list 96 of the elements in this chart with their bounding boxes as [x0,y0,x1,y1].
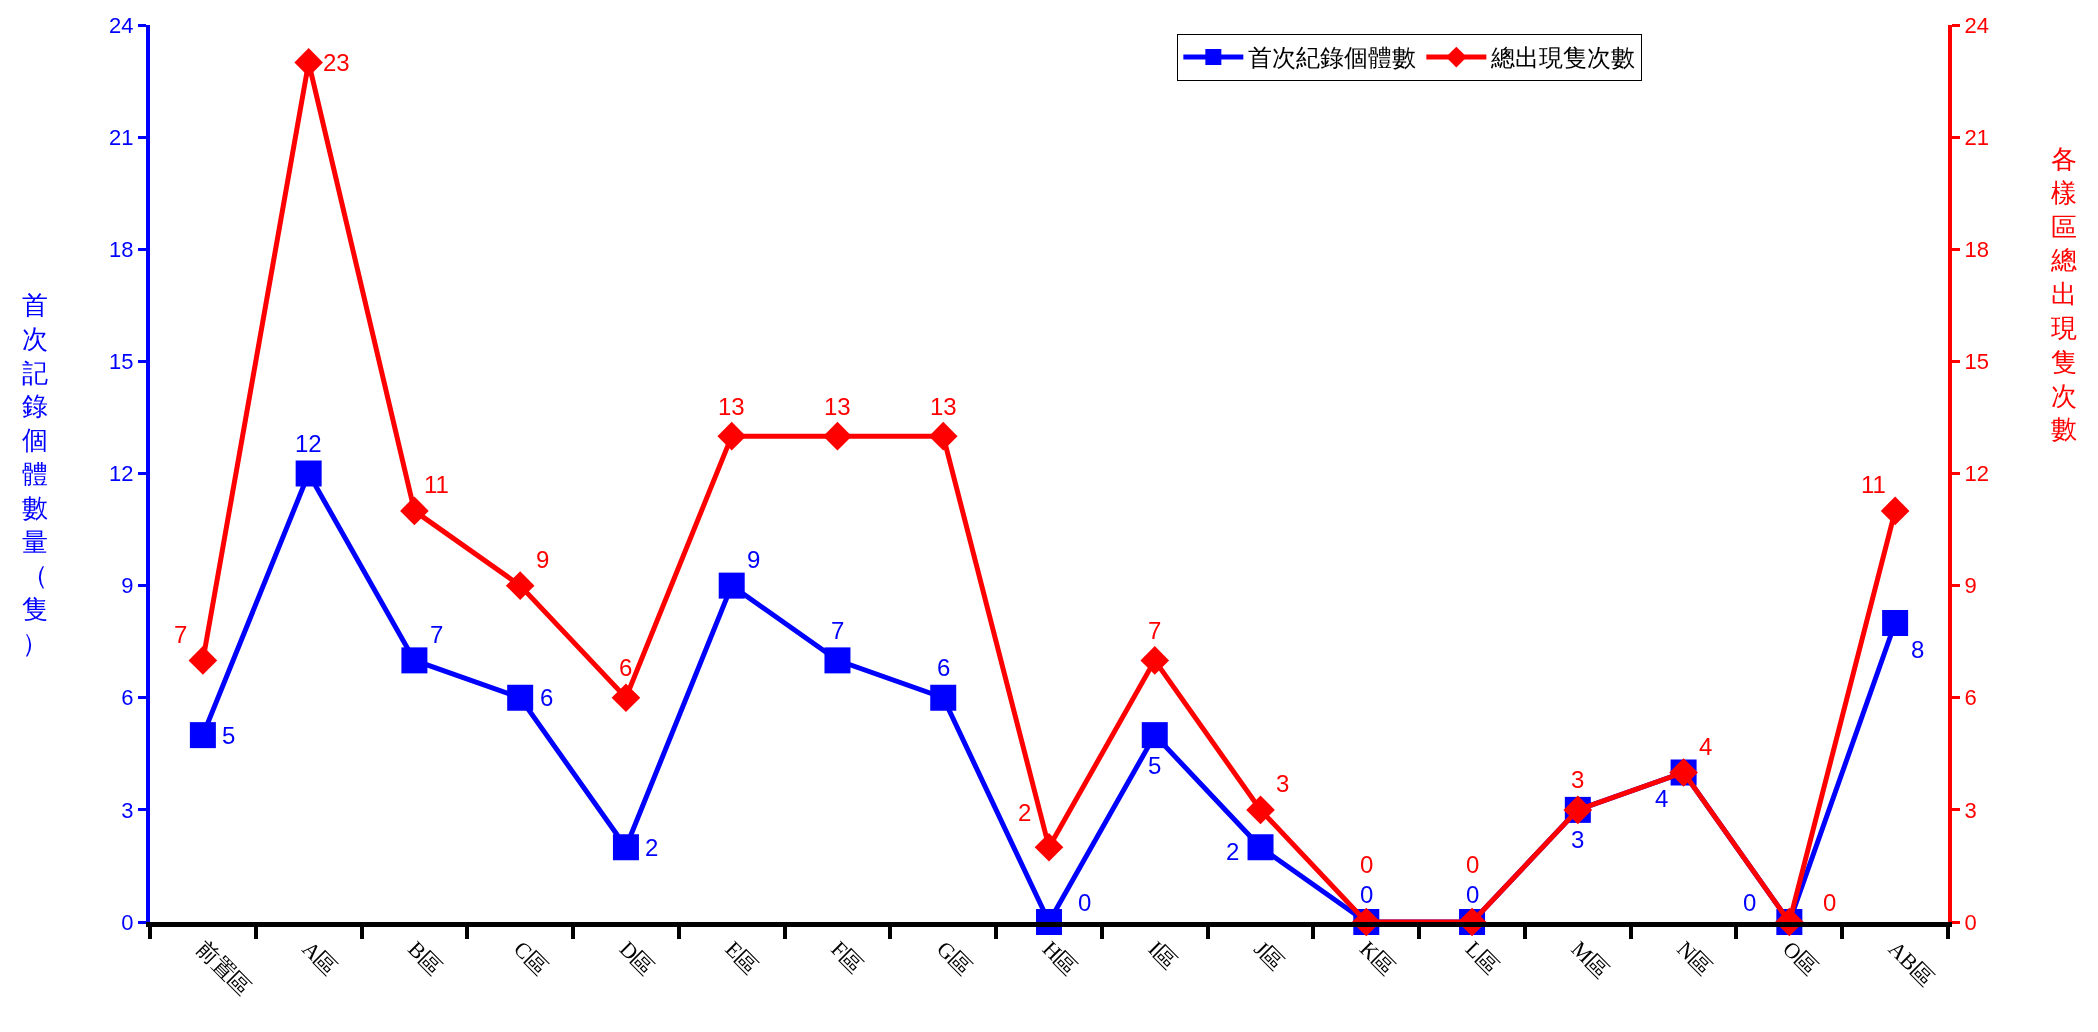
y-tick-label: 3 [121,797,134,823]
point [611,683,641,713]
x-tick-label: I區 [1143,936,1182,975]
x-tick-label: N區 [1672,936,1717,981]
x-tick-label: A區 [297,936,342,981]
y-tick-label: 12 [109,461,134,487]
point [294,48,323,77]
data-label: 13 [824,393,851,420]
data-label: 7 [430,621,444,648]
data-label: 9 [536,546,550,573]
data-label: 6 [937,654,951,681]
x-tick-label: K區 [1354,936,1400,981]
point [1247,834,1274,861]
point [930,684,957,711]
data-label: 2 [645,834,659,861]
point [1141,722,1168,749]
x-tick-label: J區 [1249,936,1289,976]
y-tick-label: 15 [109,349,134,375]
data-label: 13 [930,393,957,420]
point [823,421,852,451]
y2-tick-label: 6 [1964,685,1977,711]
point [189,722,216,749]
data-label: 2 [1226,838,1240,865]
data-label: 23 [323,49,350,76]
data-label: 3 [1571,766,1585,793]
point [1880,496,1910,526]
y2-tick-label: 3 [1964,797,1977,823]
point [401,647,428,674]
data-label: 5 [222,722,236,749]
text: 首次記錄個體數量（隻） [22,290,48,658]
y-tick-label: 21 [109,124,134,150]
data-label: 0 [1743,889,1757,916]
point [1246,795,1275,825]
y-tick-label: 24 [109,12,134,38]
legend-label: 總出現隻次數 [1490,44,1636,72]
data-label: 6 [540,684,554,711]
legend-label: 首次紀錄個體數 [1248,44,1417,72]
y2-tick-label: 21 [1964,124,1989,150]
data-label: 8 [1911,636,1925,663]
data-label: 11 [424,471,449,498]
data-label: 3 [1571,826,1585,853]
y-tick-label: 0 [121,909,134,935]
data-label: 4 [1699,733,1713,760]
data-label: 0 [1360,881,1374,908]
data-label: 7 [1148,617,1162,644]
point [1882,610,1909,636]
x-tick-label: F區 [826,936,869,978]
data-label: 7 [174,621,188,648]
y2-tick-label: 18 [1964,236,1989,262]
data-label: 5 [1148,752,1162,779]
point [188,646,218,675]
x-tick-label: E區 [720,936,764,979]
data-label: 0 [1466,851,1480,878]
text: 各樣區總出現隻次數 [2051,144,2077,445]
data-label: 6 [619,654,633,681]
x-tick-label: B區 [403,936,447,980]
point [295,460,322,487]
x-tick-label: M區 [1566,936,1614,984]
data-label: 7 [831,617,845,644]
data-label: 13 [718,393,745,420]
point [612,834,639,861]
point [718,572,745,599]
data-label: 12 [295,430,322,457]
x-tick-label: 前置區 [191,936,256,1001]
x-tick-label: C區 [508,936,553,980]
y2-tick-label: 15 [1964,349,1989,375]
x-tick-label: G區 [931,936,977,981]
data-label: 3 [1276,770,1290,797]
data-label: 9 [747,546,761,573]
y2-tick-label: 12 [1964,461,1989,487]
data-label: 0 [1466,881,1480,908]
point [505,571,535,600]
x-tick-label: AB區 [1883,936,1939,991]
y-tick-label: 18 [109,236,134,262]
y-tick-label: 6 [121,685,134,711]
point [400,496,429,526]
point [928,421,958,451]
data-label: 0 [1078,889,1092,916]
y2-tick-label: 9 [1964,573,1977,599]
data-label: 2 [1018,799,1032,826]
point [1034,832,1064,862]
x-tick-label: O區 [1778,936,1823,981]
data-label: 0 [1360,851,1374,878]
point [717,421,747,451]
y2-tick-label: 24 [1964,12,1989,38]
data-label: 4 [1655,785,1669,812]
point [1140,646,1170,675]
x-tick-label: D區 [614,936,660,981]
x-tick-label: H區 [1037,936,1083,981]
data-label: 0 [1823,889,1837,916]
x-tick-label: L區 [1460,936,1504,979]
point [824,647,851,674]
y2-tick-label: 0 [1964,909,1977,935]
point [507,684,534,711]
data-label: 11 [1861,471,1886,498]
y-tick-label: 9 [121,573,134,599]
